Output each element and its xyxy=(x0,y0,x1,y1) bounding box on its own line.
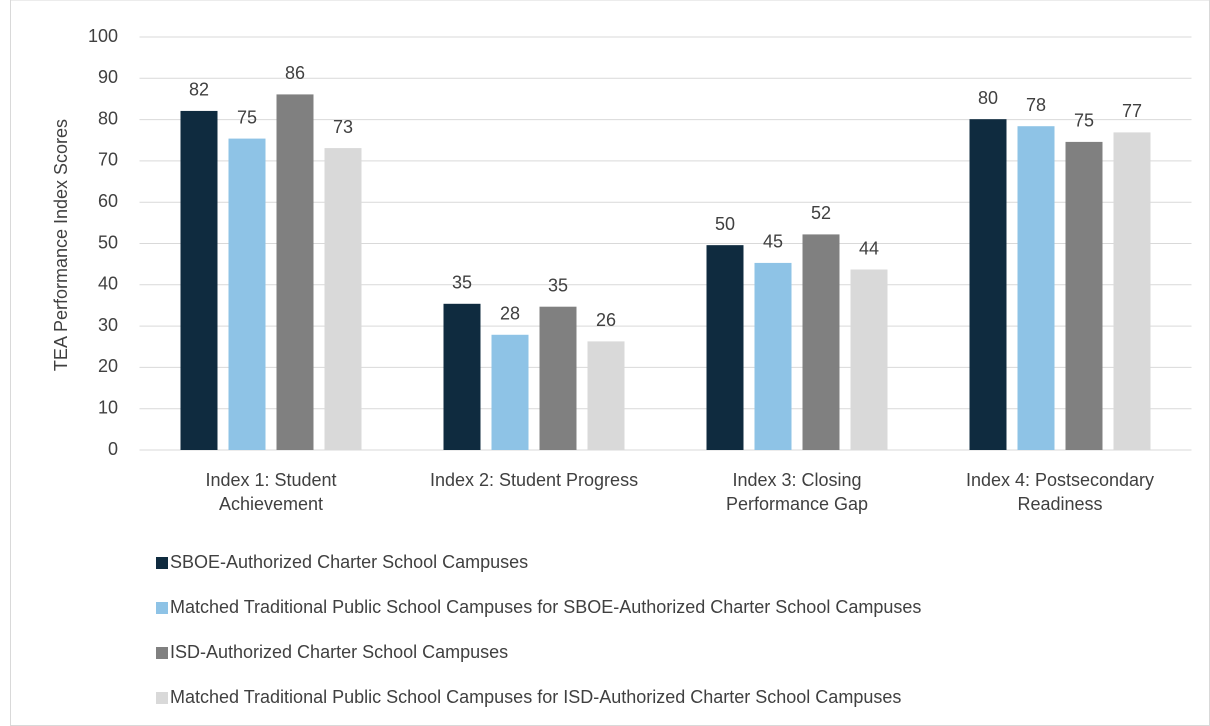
bar xyxy=(1065,141,1103,451)
x-tick-label: Index 1: Student Achievement xyxy=(205,470,336,514)
y-tick-label: 100 xyxy=(88,26,118,46)
data-label: 52 xyxy=(811,203,831,223)
data-label: 75 xyxy=(237,107,257,127)
data-label: 35 xyxy=(548,275,568,295)
data-label: 75 xyxy=(1074,111,1094,131)
y-tick-label: 70 xyxy=(98,150,118,170)
bar xyxy=(706,245,744,450)
y-tick-label: 40 xyxy=(98,274,118,294)
bar xyxy=(587,341,625,450)
bar xyxy=(1113,132,1151,450)
y-tick-label: 20 xyxy=(98,356,118,376)
legend-swatch xyxy=(156,602,168,614)
legend-label: Matched Traditional Public School Campus… xyxy=(170,687,901,707)
x-tick-label: Index 4: Postsecondary Readiness xyxy=(966,470,1154,514)
y-tick-label: 10 xyxy=(98,397,118,417)
bar xyxy=(324,148,362,451)
legend-swatch xyxy=(156,557,168,569)
bar xyxy=(754,262,792,450)
y-tick-label: 90 xyxy=(98,67,118,87)
bar xyxy=(491,334,529,450)
data-label: 26 xyxy=(596,310,616,330)
bar xyxy=(850,269,888,450)
y-axis-title: TEA Performance Index Scores xyxy=(51,119,71,371)
legend-label: SBOE-Authorized Charter School Campuses xyxy=(170,552,528,572)
bar xyxy=(228,138,266,450)
data-label: 28 xyxy=(500,304,520,324)
bar xyxy=(276,94,314,451)
data-label: 77 xyxy=(1122,101,1142,121)
bar xyxy=(443,303,481,450)
data-label: 86 xyxy=(285,63,305,83)
legend-label: ISD-Authorized Charter School Campuses xyxy=(170,642,508,662)
legend-swatch xyxy=(156,647,168,659)
data-label: 35 xyxy=(452,273,472,293)
data-label: 78 xyxy=(1026,95,1046,115)
data-label: 73 xyxy=(333,117,353,137)
bar xyxy=(969,119,1007,450)
data-label: 50 xyxy=(715,214,735,234)
data-label: 80 xyxy=(978,88,998,108)
y-tick-label: 60 xyxy=(98,191,118,211)
y-tick-label: 80 xyxy=(98,108,118,128)
y-tick-label: 0 xyxy=(108,439,118,459)
bar xyxy=(802,234,840,450)
data-label: 45 xyxy=(763,232,783,252)
data-label: 82 xyxy=(189,80,209,100)
x-tick-label: Index 3: Closing Performance Gap xyxy=(726,470,868,514)
bar xyxy=(180,110,218,450)
bar xyxy=(539,306,577,450)
bar xyxy=(1017,126,1055,450)
x-tick-label: Index 2: Student Progress xyxy=(430,470,638,490)
y-tick-label: 50 xyxy=(98,232,118,252)
legend-swatch xyxy=(156,692,168,704)
legend-label: Matched Traditional Public School Campus… xyxy=(170,597,921,617)
y-tick-label: 30 xyxy=(98,315,118,335)
data-label: 44 xyxy=(859,238,879,258)
